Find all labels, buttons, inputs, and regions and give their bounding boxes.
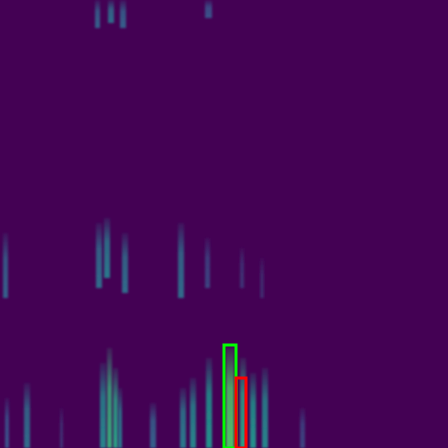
streak xyxy=(300,408,305,448)
streak xyxy=(60,408,63,448)
spectrogram xyxy=(0,0,448,448)
streak xyxy=(260,258,264,298)
streak xyxy=(118,388,122,448)
streak xyxy=(205,0,212,18)
streak xyxy=(5,398,9,448)
streak xyxy=(180,388,186,448)
streak xyxy=(178,223,184,298)
streak xyxy=(3,233,8,298)
streak xyxy=(24,383,30,448)
streak xyxy=(250,373,256,448)
streak xyxy=(262,368,268,448)
streak xyxy=(150,403,156,448)
detection-box xyxy=(236,378,246,448)
streak xyxy=(100,363,106,448)
streak xyxy=(108,0,114,23)
streak xyxy=(226,348,234,448)
streak xyxy=(122,233,128,293)
plot-area xyxy=(3,0,305,448)
streak xyxy=(113,368,118,448)
streak xyxy=(95,0,100,28)
streak xyxy=(104,218,110,278)
streak xyxy=(190,378,196,448)
background xyxy=(0,0,448,448)
streak xyxy=(96,223,102,288)
detection-box xyxy=(224,345,236,448)
streak xyxy=(205,238,210,288)
streak xyxy=(206,358,212,448)
streak xyxy=(120,0,126,28)
streak xyxy=(107,348,112,448)
streak xyxy=(240,248,244,288)
